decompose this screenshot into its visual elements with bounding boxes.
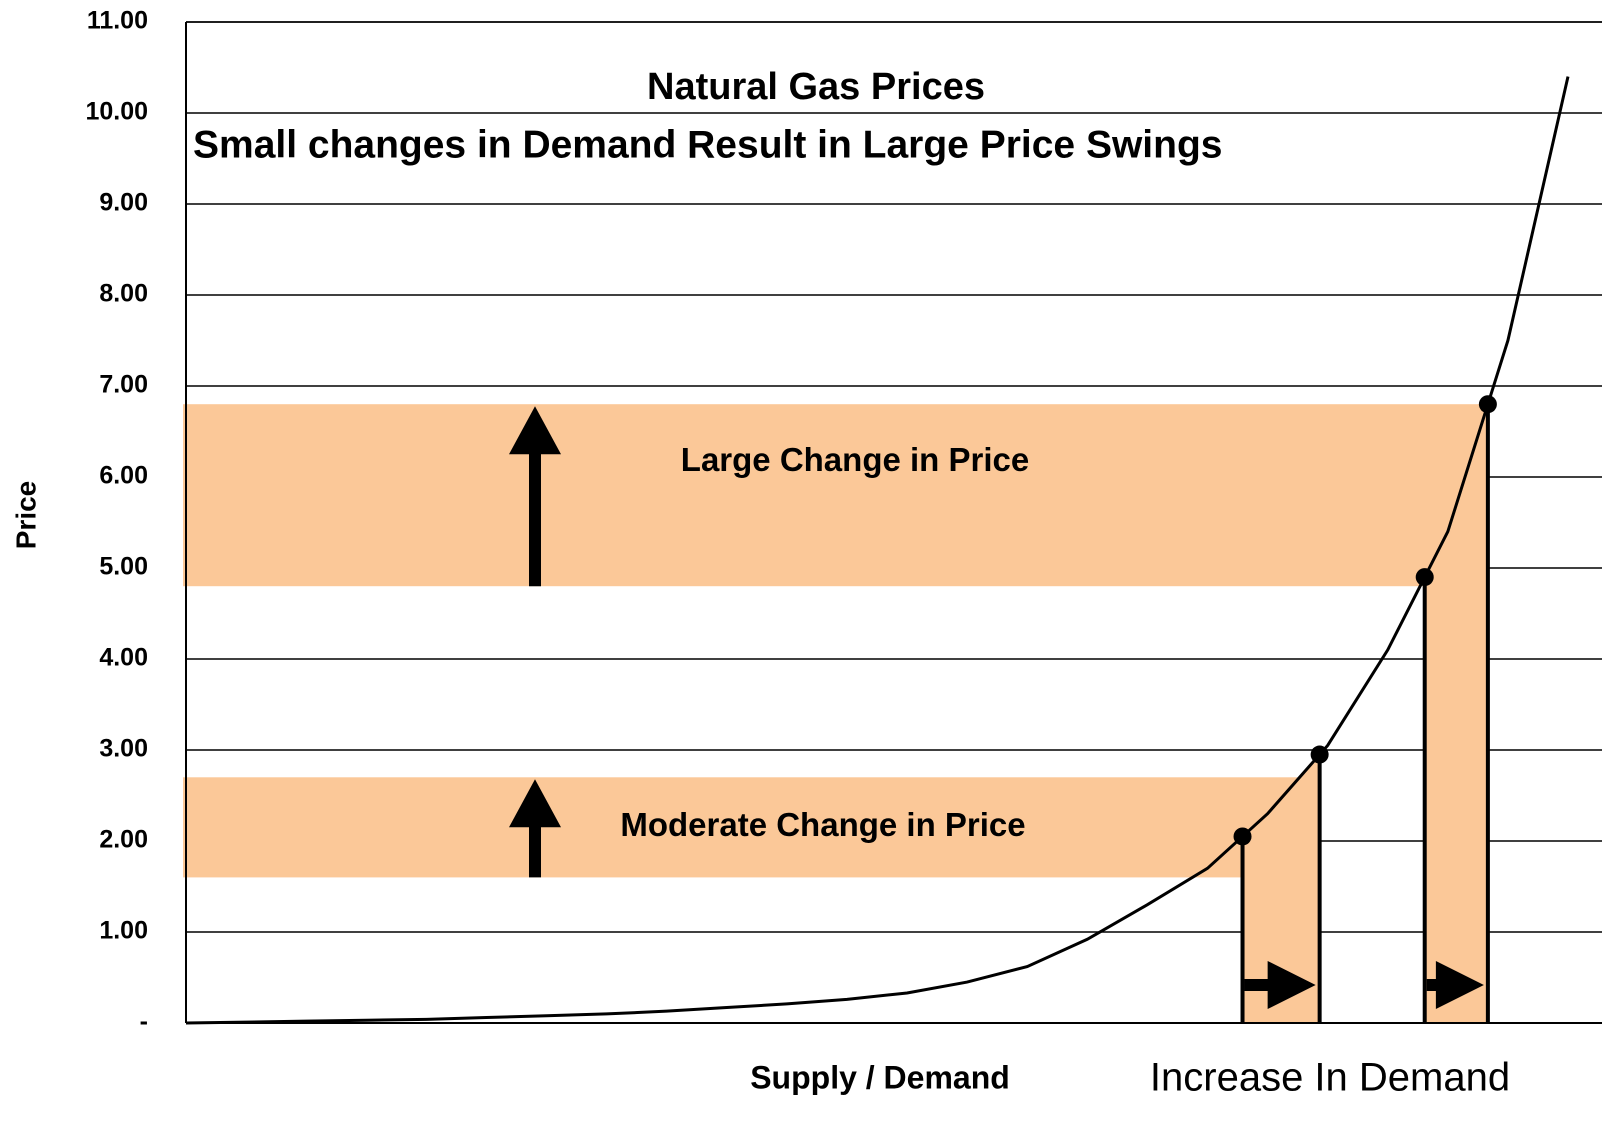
y-tick-label: 5.00 bbox=[99, 553, 148, 581]
chart-title: Natural Gas Prices bbox=[647, 66, 985, 108]
curve-point bbox=[1478, 395, 1497, 414]
chart-subtitle: Small changes in Demand Result in Large … bbox=[193, 123, 1222, 166]
curve-point bbox=[1233, 827, 1252, 846]
y-tick-label: 7.00 bbox=[99, 371, 148, 399]
y-tick-label: 3.00 bbox=[99, 735, 148, 763]
foreground-layer: - 1.00 2.00 3.00 4.00 5.00 6.00 7.00 8.00 9.00 10.… bbox=[85, 7, 1602, 1036]
right-arrow bbox=[1426, 961, 1484, 1009]
background-layer bbox=[183, 21, 1602, 1024]
up-arrow bbox=[509, 406, 561, 587]
price-curve bbox=[185, 76, 1570, 1025]
y-tick-label: 9.00 bbox=[99, 189, 148, 217]
price-band bbox=[183, 404, 1488, 587]
x-axis-note: Increase In Demand bbox=[1150, 1056, 1510, 1100]
y-tick-label: - bbox=[140, 1008, 148, 1036]
y-tick-label: 2.00 bbox=[99, 826, 148, 854]
curve-point bbox=[1415, 568, 1434, 587]
curve-point bbox=[1310, 745, 1329, 764]
y-tick-label: 1.00 bbox=[99, 917, 148, 945]
price-band bbox=[183, 777, 1300, 878]
band-label: Large Change in Price bbox=[681, 441, 1029, 478]
up-arrow bbox=[509, 779, 561, 878]
y-axis-label: Price bbox=[10, 481, 41, 550]
y-tick-label: 8.00 bbox=[99, 280, 148, 308]
y-tick-label: 11.00 bbox=[87, 7, 148, 35]
demand-column bbox=[1424, 404, 1488, 1023]
band-label: Moderate Change in Price bbox=[620, 806, 1025, 843]
right-arrow bbox=[1244, 961, 1316, 1009]
y-tick-label: 6.00 bbox=[99, 462, 148, 490]
x-axis-label: Supply / Demand bbox=[750, 1059, 1010, 1095]
y-tick-label: 4.00 bbox=[99, 644, 148, 672]
y-tick-label: 10.00 bbox=[85, 98, 148, 126]
demand-column bbox=[1242, 754, 1320, 1023]
